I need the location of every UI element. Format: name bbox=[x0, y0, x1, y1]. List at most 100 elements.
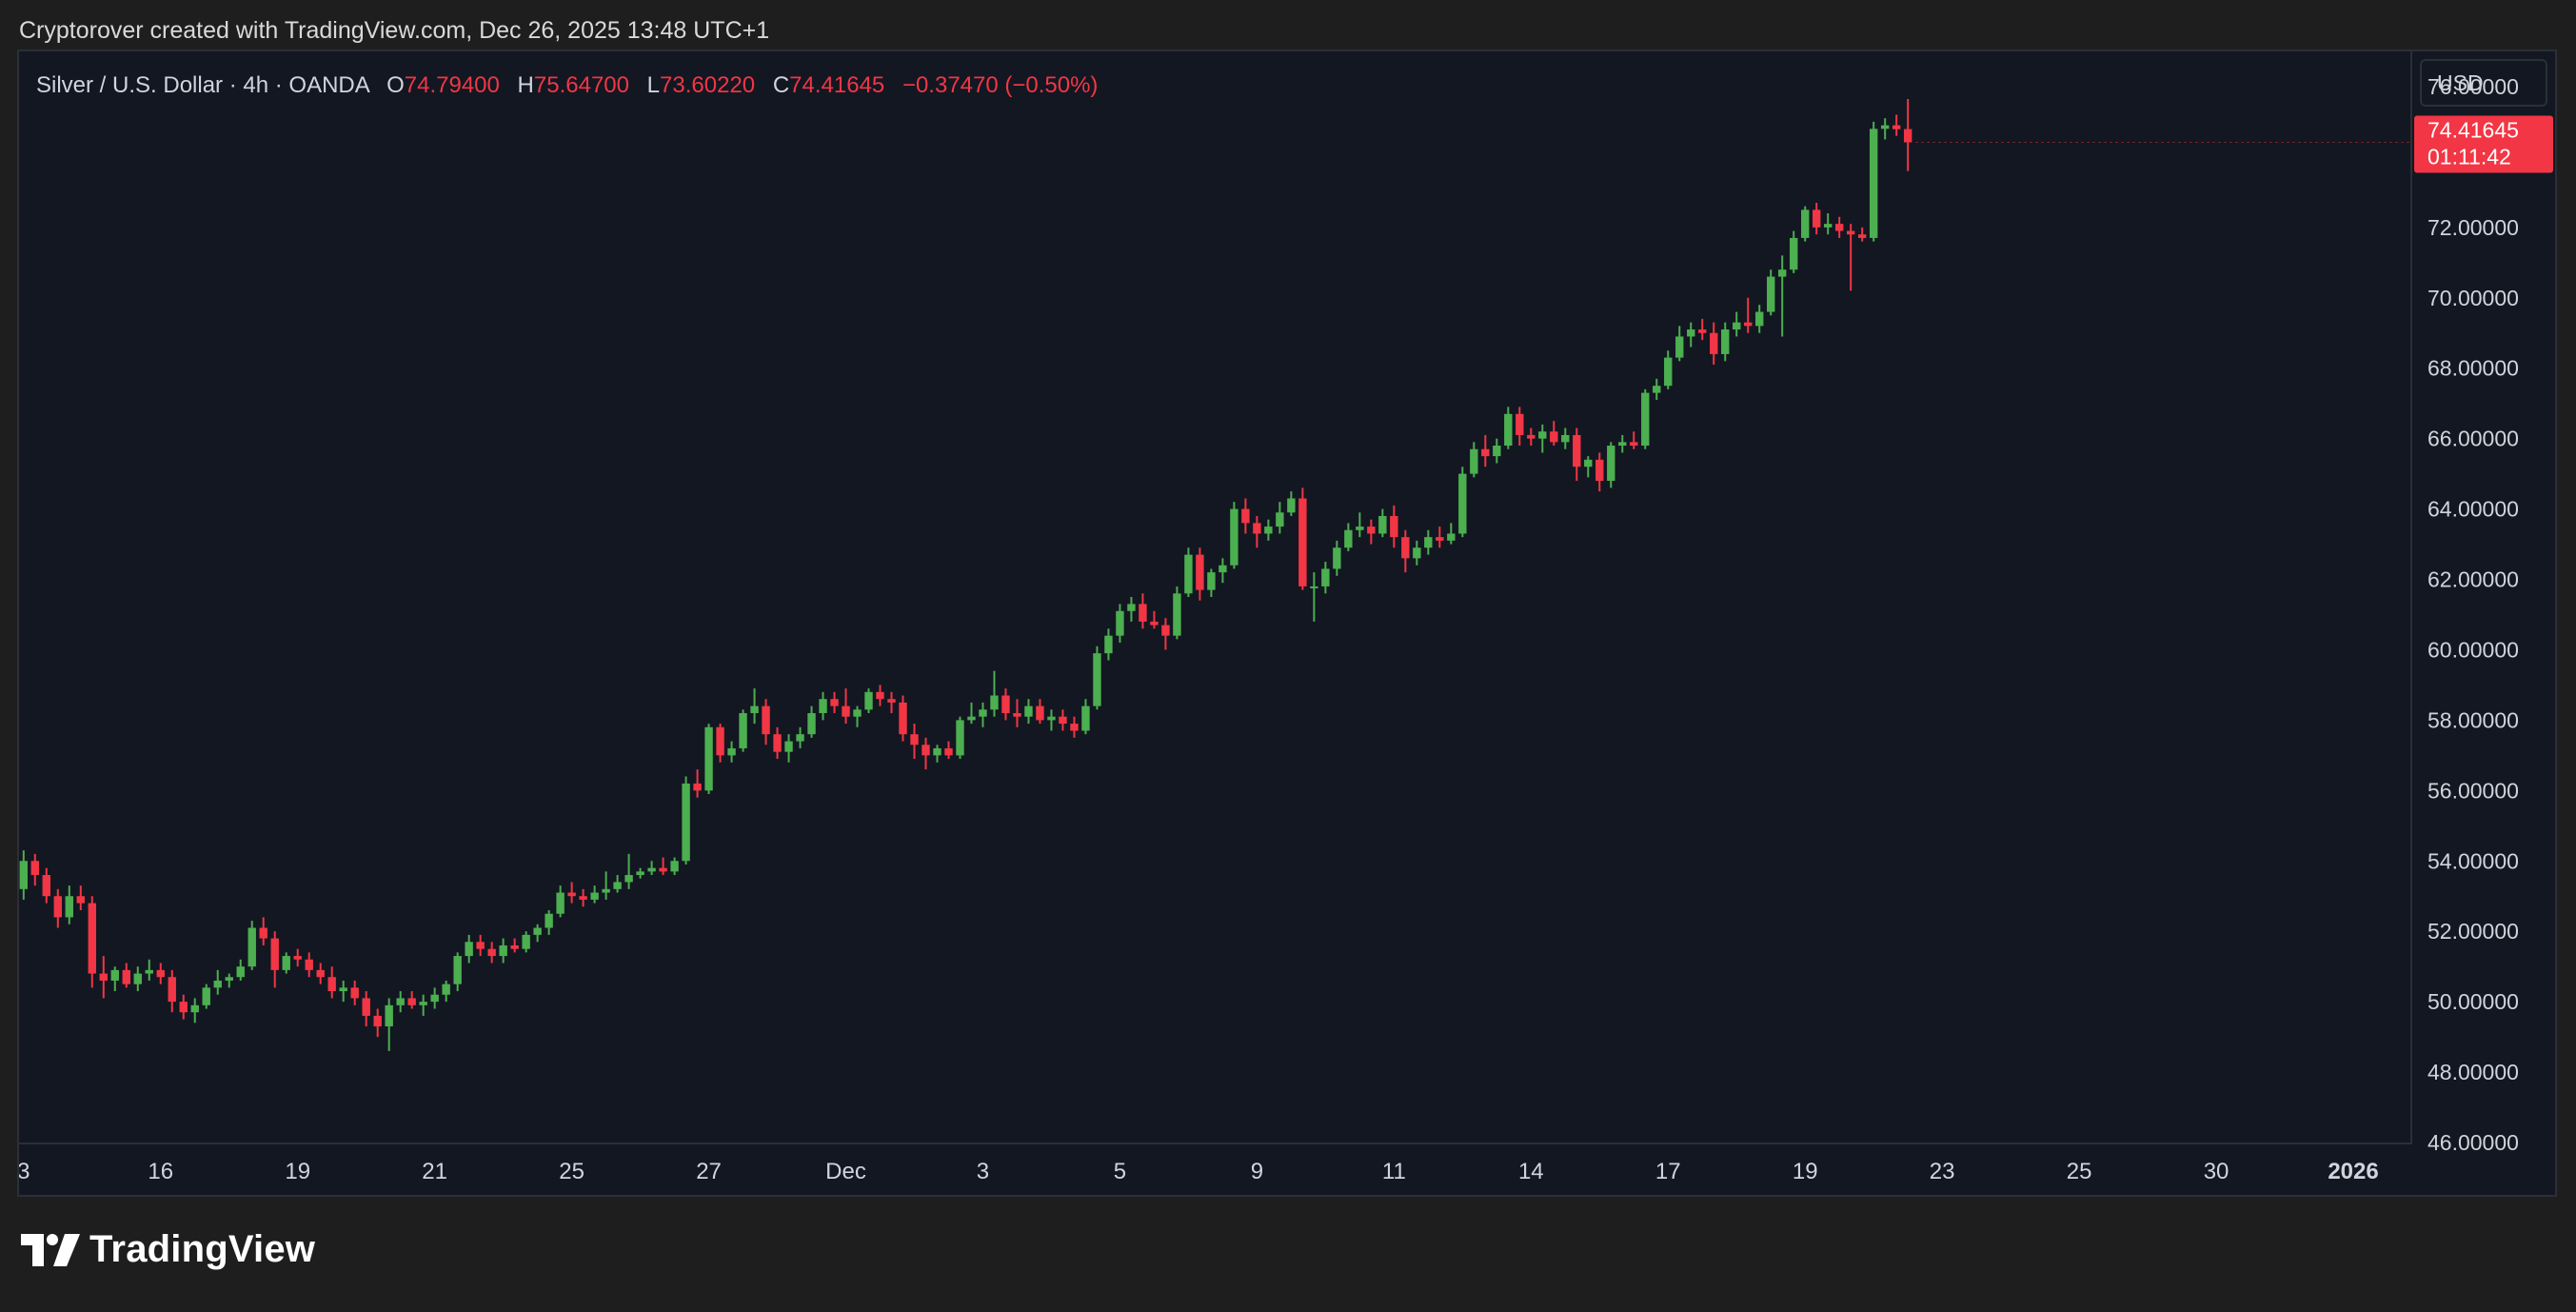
candle-body bbox=[716, 726, 724, 756]
candle-body bbox=[1880, 125, 1890, 129]
candle-body bbox=[887, 699, 896, 703]
candle-body bbox=[88, 903, 96, 974]
price-axis[interactable]: USD bbox=[2412, 51, 2555, 1144]
time-tick-label: 9 bbox=[1251, 1159, 1263, 1184]
candle-body bbox=[647, 867, 656, 872]
candle-body bbox=[385, 1004, 393, 1027]
candle-body bbox=[453, 956, 462, 984]
price-tick-label: 60.00000 bbox=[2427, 637, 2519, 662]
close-label: C bbox=[772, 72, 790, 98]
candle-body bbox=[259, 927, 268, 939]
candle-body bbox=[613, 882, 622, 889]
time-axis[interactable] bbox=[19, 1144, 2412, 1195]
candle-body bbox=[1755, 311, 1764, 327]
candle-body bbox=[1150, 621, 1159, 626]
candle-body bbox=[1093, 653, 1101, 706]
candle-body bbox=[1834, 224, 1844, 231]
candle-body bbox=[864, 691, 873, 710]
candle-body bbox=[248, 927, 256, 967]
candle-body bbox=[213, 980, 222, 988]
candle-body bbox=[362, 998, 370, 1016]
price-tick-label: 58.00000 bbox=[2427, 707, 2519, 732]
candle-body bbox=[1139, 604, 1147, 622]
candle-body bbox=[305, 959, 313, 970]
candle-body bbox=[510, 944, 519, 949]
candle-body bbox=[1116, 610, 1124, 636]
candle-body bbox=[476, 942, 485, 949]
candle-body bbox=[522, 934, 530, 949]
candle-body bbox=[76, 896, 85, 904]
candle-body bbox=[1687, 329, 1695, 337]
candle-body bbox=[1903, 129, 1912, 143]
candle-body bbox=[1504, 413, 1513, 447]
candle-body bbox=[1641, 392, 1650, 447]
candle-body bbox=[1024, 706, 1033, 717]
candle-body bbox=[659, 867, 667, 872]
candle-body bbox=[1333, 547, 1341, 569]
candle-body bbox=[1869, 129, 1878, 238]
candle-body bbox=[133, 973, 142, 984]
candle-body bbox=[967, 716, 976, 721]
price-tick-label: 68.00000 bbox=[2427, 356, 2519, 381]
candle-body bbox=[533, 927, 542, 935]
candle-body bbox=[1230, 508, 1238, 566]
candle-body bbox=[179, 1002, 188, 1013]
candle-body bbox=[465, 942, 473, 957]
time-tick-label: 23 bbox=[1930, 1159, 1955, 1184]
candle-body bbox=[19, 861, 28, 889]
candle-body bbox=[1367, 527, 1376, 534]
tradingview-logo-icon bbox=[21, 1233, 80, 1266]
price-tick-label: 64.00000 bbox=[2427, 497, 2519, 522]
price-tick-label: 52.00000 bbox=[2427, 919, 2519, 944]
candle-body bbox=[910, 734, 919, 745]
candle-body bbox=[876, 691, 884, 700]
candle-body bbox=[670, 861, 679, 872]
candle-body bbox=[1013, 712, 1021, 717]
candle-body bbox=[407, 998, 416, 1005]
candle-body bbox=[1310, 586, 1318, 588]
candle-body bbox=[1527, 434, 1536, 439]
time-tick-label: 27 bbox=[696, 1159, 722, 1184]
candle-body bbox=[42, 875, 50, 897]
candle-body bbox=[1584, 459, 1593, 467]
candle-body bbox=[1458, 473, 1467, 534]
candle-body bbox=[1618, 442, 1627, 447]
snapshot-caption: Cryptorover created with TradingView.com… bbox=[19, 17, 770, 44]
candle-body bbox=[122, 969, 130, 984]
candle-body bbox=[1184, 554, 1193, 594]
candle-body bbox=[1378, 515, 1387, 534]
candle-body bbox=[1356, 527, 1364, 530]
candle-body bbox=[236, 966, 245, 978]
candle-body bbox=[1561, 434, 1570, 443]
candle-body bbox=[1790, 237, 1798, 270]
candle-body bbox=[704, 726, 713, 791]
candle-body bbox=[739, 712, 747, 748]
candle-body bbox=[602, 888, 610, 893]
candle-body bbox=[1823, 224, 1833, 228]
open-label: O bbox=[386, 72, 405, 98]
candle-body bbox=[190, 1004, 199, 1013]
candle-body bbox=[944, 747, 953, 756]
time-tick-label: 25 bbox=[2067, 1159, 2092, 1184]
candle-body bbox=[819, 699, 827, 713]
high-label: H bbox=[517, 72, 534, 98]
candle-body bbox=[1516, 413, 1524, 435]
candle-body bbox=[579, 896, 587, 900]
candle-body bbox=[1413, 547, 1421, 559]
candle-body bbox=[430, 994, 439, 1003]
currency-button[interactable]: USD bbox=[2420, 59, 2547, 107]
candle-body bbox=[30, 861, 39, 876]
time-tick-label: 3 bbox=[19, 1159, 30, 1184]
candle-body bbox=[1424, 537, 1433, 548]
price-tick-label: 70.00000 bbox=[2427, 286, 2519, 310]
candle-body bbox=[1447, 533, 1456, 541]
candle-body bbox=[442, 984, 450, 995]
candle-body bbox=[1001, 695, 1010, 713]
candle-body bbox=[1664, 357, 1673, 387]
candle-body bbox=[1653, 386, 1661, 393]
open-value: 74.79400 bbox=[404, 72, 500, 98]
candle-body bbox=[270, 938, 279, 970]
candle-body bbox=[316, 969, 325, 978]
plot-pane[interactable] bbox=[19, 51, 2412, 1144]
candle-body bbox=[1173, 593, 1181, 636]
